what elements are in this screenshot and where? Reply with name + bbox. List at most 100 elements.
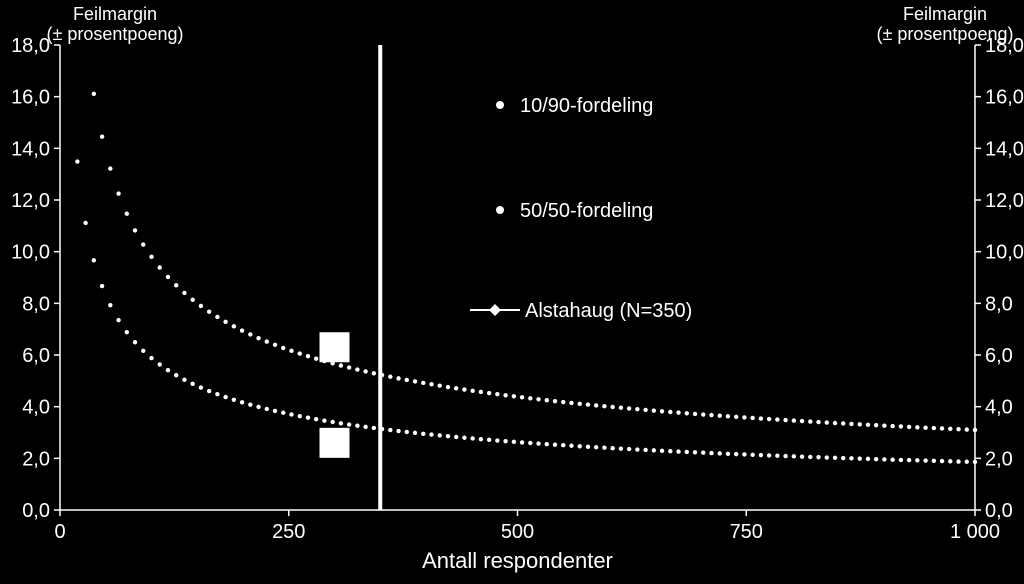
x-tick-label: 1 000 bbox=[950, 521, 1000, 543]
series-point bbox=[429, 432, 433, 436]
series-point bbox=[83, 221, 87, 225]
series-point bbox=[215, 315, 219, 319]
series-point bbox=[915, 458, 919, 462]
series-point bbox=[479, 437, 483, 441]
series-point bbox=[462, 387, 466, 391]
series-point bbox=[438, 384, 442, 388]
series-point bbox=[701, 412, 705, 416]
series-point bbox=[586, 445, 590, 449]
series-point bbox=[973, 428, 977, 432]
series-point bbox=[627, 447, 631, 451]
series-point bbox=[256, 405, 260, 409]
y-tick-label-left: 10,0 bbox=[11, 242, 50, 264]
series-point bbox=[643, 448, 647, 452]
series-point bbox=[405, 378, 409, 382]
series-point bbox=[825, 455, 829, 459]
series-point bbox=[265, 339, 269, 343]
series-point bbox=[240, 328, 244, 332]
highlight-marker bbox=[320, 428, 350, 458]
legend-label: 10/90-fordeling bbox=[520, 95, 653, 117]
series-point bbox=[965, 427, 969, 431]
series-point bbox=[545, 442, 549, 446]
series-point bbox=[948, 427, 952, 431]
series-point bbox=[816, 420, 820, 424]
series-point bbox=[256, 336, 260, 340]
y-tick-label-left: 6,0 bbox=[22, 345, 50, 367]
series-point bbox=[223, 395, 227, 399]
y-axis-title-left-2: (± prosentpoeng) bbox=[47, 24, 184, 44]
series-point bbox=[347, 422, 351, 426]
series-point bbox=[940, 426, 944, 430]
series-point bbox=[783, 454, 787, 458]
series-point bbox=[561, 443, 565, 447]
series-point bbox=[429, 382, 433, 386]
x-tick-label: 500 bbox=[501, 521, 534, 543]
series-point bbox=[858, 456, 862, 460]
series-point bbox=[932, 426, 936, 430]
series-point bbox=[100, 135, 104, 139]
series-point bbox=[199, 385, 203, 389]
series-point bbox=[594, 403, 598, 407]
series-point bbox=[248, 332, 252, 336]
series-point bbox=[874, 457, 878, 461]
series-point bbox=[759, 416, 763, 420]
series-point bbox=[775, 454, 779, 458]
series-point bbox=[454, 435, 458, 439]
series-point bbox=[363, 425, 367, 429]
series-point bbox=[750, 416, 754, 420]
series-point bbox=[347, 365, 351, 369]
series-point bbox=[182, 378, 186, 382]
series-point bbox=[899, 458, 903, 462]
series-point bbox=[899, 424, 903, 428]
series-point bbox=[355, 367, 359, 371]
series-point bbox=[289, 349, 293, 353]
series-point bbox=[701, 451, 705, 455]
series-point bbox=[215, 392, 219, 396]
series-point bbox=[116, 191, 120, 195]
series-point bbox=[808, 455, 812, 459]
series-point bbox=[594, 445, 598, 449]
series-point bbox=[660, 449, 664, 453]
series-point bbox=[536, 441, 540, 445]
series-point bbox=[956, 427, 960, 431]
y-axis-title-right-1: Feilmargin bbox=[903, 4, 987, 24]
y-tick-label-left: 8,0 bbox=[22, 293, 50, 315]
series-point bbox=[232, 324, 236, 328]
series-point bbox=[586, 402, 590, 406]
series-point bbox=[396, 429, 400, 433]
series-point bbox=[610, 405, 614, 409]
y-tick-label-left: 16,0 bbox=[11, 87, 50, 109]
series-point bbox=[503, 439, 507, 443]
series-point bbox=[536, 397, 540, 401]
series-point bbox=[833, 456, 837, 460]
series-point bbox=[174, 283, 178, 287]
series-point bbox=[149, 356, 153, 360]
series-point bbox=[265, 407, 269, 411]
series-point bbox=[248, 402, 252, 406]
series-point bbox=[742, 452, 746, 456]
series-point bbox=[182, 291, 186, 295]
series-point bbox=[479, 390, 483, 394]
series-point bbox=[232, 398, 236, 402]
series-point bbox=[92, 258, 96, 262]
margin-of-error-chart: 0,00,02,02,04,04,06,06,08,08,010,010,012… bbox=[0, 0, 1024, 584]
series-point bbox=[446, 434, 450, 438]
series-point bbox=[816, 455, 820, 459]
series-point bbox=[446, 385, 450, 389]
series-point bbox=[866, 423, 870, 427]
series-point bbox=[759, 453, 763, 457]
legend-dot-icon bbox=[496, 101, 504, 109]
series-point bbox=[363, 369, 367, 373]
highlight-marker bbox=[320, 332, 350, 362]
series-point bbox=[652, 408, 656, 412]
y-axis-title-left-1: Feilmargin bbox=[73, 4, 157, 24]
series-point bbox=[874, 423, 878, 427]
series-point bbox=[190, 298, 194, 302]
legend-item: 50/50-fordeling bbox=[496, 200, 653, 222]
series-point bbox=[602, 404, 606, 408]
series-point bbox=[166, 368, 170, 372]
series-point bbox=[125, 330, 129, 334]
series-point bbox=[528, 441, 532, 445]
series-point bbox=[734, 452, 738, 456]
series-point bbox=[734, 415, 738, 419]
